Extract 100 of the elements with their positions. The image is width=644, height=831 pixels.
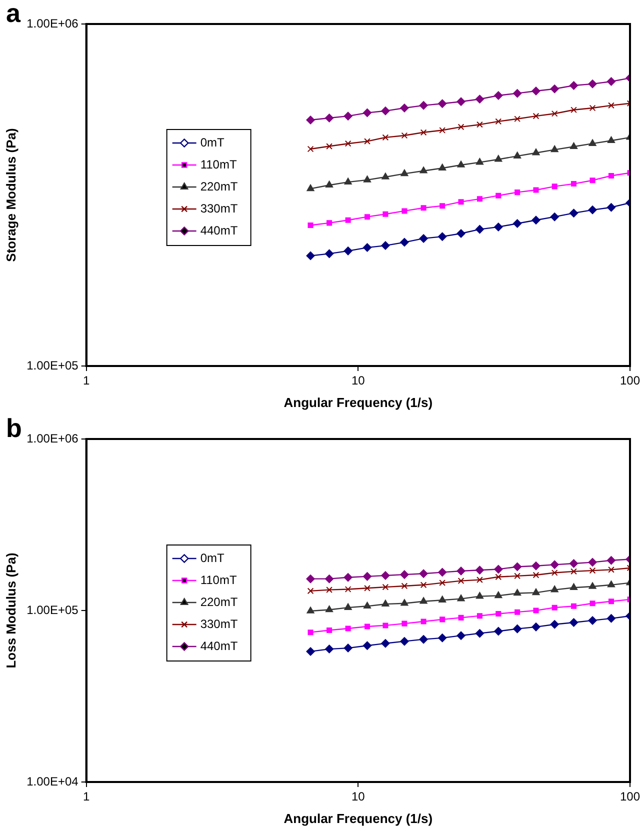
point [514,609,520,615]
point [607,136,616,144]
point [344,140,352,147]
point [608,102,614,109]
point [324,574,334,584]
point [420,205,426,211]
point [494,591,502,598]
point [532,572,540,578]
point [344,573,352,582]
point [570,106,577,114]
point [362,108,372,118]
point [439,580,446,586]
point [569,81,578,90]
point [456,229,466,238]
point [419,101,428,110]
point [420,582,427,588]
x-axis-title: Angular Frequency (1/s) [284,394,433,410]
point [438,232,447,241]
point [363,176,372,182]
point [419,234,428,243]
point [345,626,351,632]
point [308,630,314,636]
point [590,600,596,606]
legend-label: 330mT [200,201,238,216]
legend-label: 110mT [200,157,238,172]
point [569,618,578,627]
point [608,566,614,573]
point [402,208,408,214]
point [552,604,558,610]
point [533,608,539,614]
y-tick-label: 1.00E+05 [26,358,79,372]
point [457,594,465,602]
point [420,597,428,604]
point [458,578,464,584]
point [476,121,483,128]
point [550,560,559,569]
legend-label: 220mT [200,179,238,194]
point [532,216,540,224]
point [382,172,390,180]
point [475,225,484,234]
point [570,568,577,575]
point [513,219,522,228]
point [440,203,446,209]
point [514,572,520,580]
point [420,618,426,624]
point [345,217,351,223]
point [400,599,408,606]
point [363,602,372,609]
point [325,180,334,188]
point [364,624,370,630]
point [382,584,389,590]
point [325,605,334,612]
point [344,586,352,592]
point [400,238,409,247]
point [550,212,559,222]
point [306,606,314,614]
x-tick-label: 1 [82,374,90,388]
y-tick-label: 1.00E+04 [26,774,79,788]
point [475,94,484,104]
legend-label: 440mT [200,638,238,653]
point [588,558,597,567]
point [551,570,558,576]
point [569,208,578,218]
point [476,576,483,583]
point [495,574,502,580]
point [475,566,484,574]
point [514,152,522,158]
point [496,192,502,198]
point [550,145,558,152]
point [381,639,390,648]
point [513,89,522,98]
point [308,222,314,228]
point [364,138,370,144]
point [420,129,427,136]
point [344,112,352,120]
point [532,148,540,156]
point [440,616,446,622]
y-tick-label: 1.00E+06 [26,16,79,30]
point [606,556,616,565]
point [382,600,390,606]
point [438,99,447,108]
point [306,647,315,656]
point [514,588,522,596]
point [590,178,596,184]
point [494,91,503,100]
point [456,566,466,576]
point [381,241,390,250]
point [307,588,314,594]
point [324,644,334,654]
point [552,184,558,190]
point [419,635,428,644]
point [362,572,372,581]
point [570,583,578,590]
point [382,622,388,628]
point [362,641,372,650]
legend-label: 0mT [200,135,225,150]
point [588,616,597,625]
point [570,603,577,609]
point [476,196,482,202]
point [495,118,502,125]
